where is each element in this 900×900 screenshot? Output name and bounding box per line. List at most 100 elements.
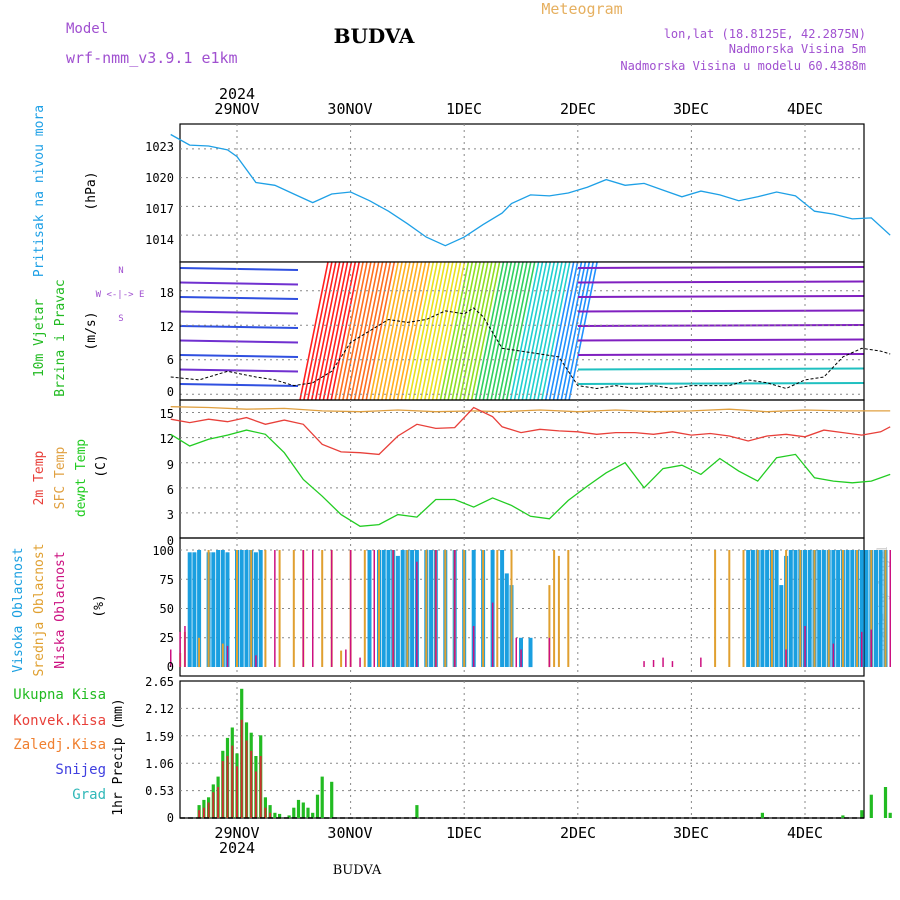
sfc-temp-line: [170, 406, 891, 413]
temp-label-2m: 2m Temp: [32, 450, 47, 505]
cloud-bar: [170, 649, 172, 667]
footer-city: BUDVA: [333, 863, 382, 878]
wind-barb: [443, 261, 474, 401]
bottom-day-labels: 29NOV 30NOV 1DEC 2DEC 3DEC 4DEC: [214, 824, 823, 842]
cloud-bar: [765, 550, 770, 667]
wind-panel: 18 12 6 0 10m Vjetar Brzina i Pravac (m/…: [32, 261, 891, 401]
cloud-bar: [510, 550, 513, 667]
wind-barb: [365, 261, 396, 401]
cloud-bar: [864, 550, 869, 667]
cloud-label-low: Niska Oblacnost: [53, 551, 68, 668]
precip-frame: [179, 680, 865, 819]
cloud-bar: [746, 550, 751, 667]
cloud-bar: [567, 550, 570, 667]
cloud-bar: [392, 550, 394, 667]
precip-bar: [296, 799, 301, 818]
wind-tick: 0: [167, 385, 174, 399]
cloud-bar: [274, 550, 276, 667]
precip-bar: [269, 812, 272, 818]
cloud-bar: [221, 643, 224, 667]
precip-bar: [273, 812, 277, 818]
cloud-bar: [756, 550, 759, 667]
cloud-bar: [652, 660, 655, 667]
temp-tick: 0: [167, 534, 174, 548]
precip-bar: [415, 805, 419, 818]
bottom-day-label: 29NOV: [214, 824, 259, 842]
wind-unit: (m/s): [84, 311, 99, 350]
cloud-bar: [321, 550, 324, 667]
wind-barb: [420, 261, 450, 401]
legend-total-rain: Ukupna Kisa: [13, 687, 106, 703]
wind-barb: [544, 261, 575, 401]
wind-barb-row: [179, 310, 299, 315]
precip-tick: 2.65: [145, 675, 174, 689]
cloud-bar: [832, 643, 835, 667]
cloud-bar: [472, 626, 475, 667]
compass-north: N: [118, 266, 123, 276]
precip-bar: [315, 794, 320, 818]
cloud-bar: [861, 631, 863, 667]
dewpt-line: [170, 429, 891, 527]
wind-barb: [552, 261, 583, 401]
cloud-bar: [363, 550, 366, 667]
wind-barb: [439, 261, 470, 401]
cloud-bar: [197, 550, 202, 667]
wind-tick: 12: [160, 320, 174, 334]
wind-barb: [416, 261, 446, 401]
cloud-bar: [803, 550, 807, 667]
wind-barb: [361, 261, 392, 401]
cloud-tick: 100: [152, 544, 174, 558]
cloud-bar: [788, 550, 793, 667]
cloud-bar: [226, 645, 229, 667]
precip-bar: [760, 812, 764, 818]
precip-bar: [245, 740, 248, 818]
top-day-label: 29NOV: [214, 100, 259, 118]
wind-barb: [338, 261, 368, 401]
wind-barb: [541, 261, 571, 401]
temp-label-sfc: SFC Temp: [53, 447, 68, 510]
wind-compass: W <-|-> E: [96, 290, 145, 300]
pressure-unit: (hPa): [84, 171, 99, 210]
lonlat-text: lon,lat (18.8125E, 42.2875N): [664, 27, 866, 41]
wind-grid: [180, 262, 864, 400]
precip-bar: [198, 810, 201, 818]
cloud-bar: [244, 550, 249, 667]
wind-barb: [424, 261, 454, 401]
wind-barb: [330, 261, 360, 401]
wind-barb: [521, 261, 552, 401]
compass-south: S: [118, 314, 123, 324]
cloud-bar: [444, 550, 447, 667]
bottom-day-label: 30NOV: [327, 824, 372, 842]
cloud-bar: [793, 550, 798, 667]
precip-bar: [311, 812, 315, 818]
precip-bar: [263, 797, 267, 818]
wind-barb: [392, 261, 423, 401]
wind-barb: [369, 261, 399, 401]
cloud-bar: [207, 550, 210, 667]
cloud-bar: [471, 550, 476, 667]
precip-bar: [306, 807, 310, 818]
cloud-tick: 75: [160, 573, 174, 587]
pressure-panel: 1023 1020 1017 1014 Pritisak na nivou mo…: [32, 105, 891, 277]
cloud-bar: [187, 552, 192, 667]
cloud-bar: [770, 550, 773, 667]
wind-barb-row: [577, 338, 865, 342]
cloud-bar: [400, 550, 405, 667]
wind-barb-row: [577, 266, 865, 269]
wind-barb: [388, 261, 419, 401]
cloud-bar: [528, 637, 533, 668]
cloud-bar: [643, 661, 645, 667]
temp-ticks: 15 12 9 6 3 0: [160, 407, 174, 548]
cloud-bar: [821, 550, 826, 667]
legend-conv-rain: Konvek.Kisa: [13, 713, 106, 729]
wind-barb-row: [577, 382, 865, 385]
cloud-tick: 50: [160, 602, 174, 616]
cloud-bar: [785, 649, 787, 667]
cloud-panel: 100 75 50 25 0 Visoka Oblacnost Srednja …: [11, 537, 891, 677]
wind-barb: [466, 261, 497, 401]
cloud-bar: [889, 550, 891, 667]
precip-bar: [292, 807, 296, 818]
wind-barb: [353, 261, 384, 401]
wind-barb-row: [179, 383, 299, 387]
cloud-bar: [258, 550, 263, 667]
